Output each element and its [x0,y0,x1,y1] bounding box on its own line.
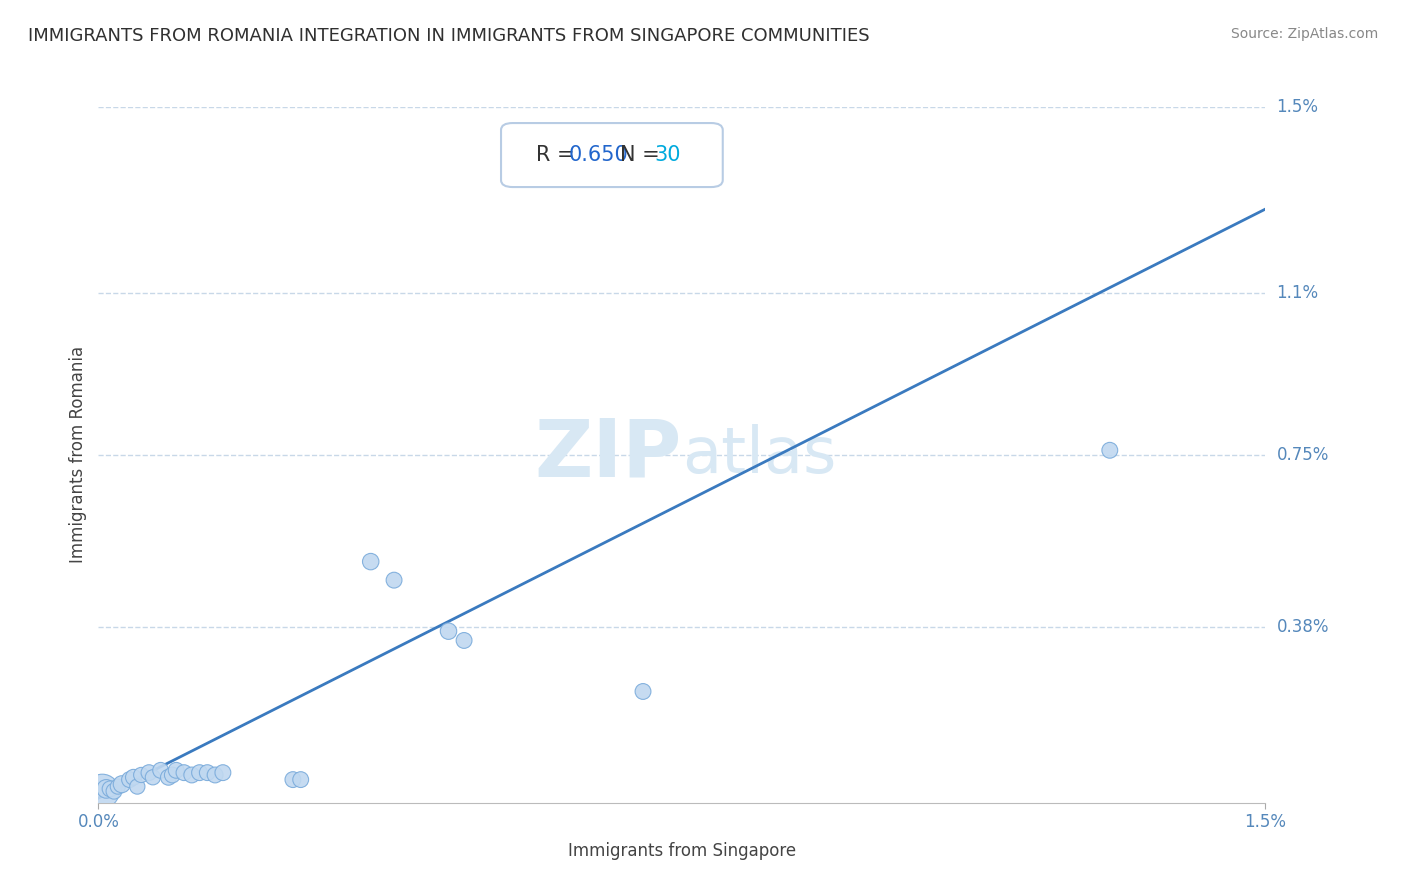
Text: 30: 30 [654,145,681,165]
Text: Source: ZipAtlas.com: Source: ZipAtlas.com [1230,27,1378,41]
Point [165,764,187,778]
Point [162,768,184,782]
Point [142,770,165,784]
Point [453,633,475,648]
Point [122,770,145,784]
Point [290,772,312,787]
Point [382,573,405,587]
Point [281,772,304,787]
Text: atlas: atlas [682,424,837,486]
Point [107,780,129,794]
Point [129,768,152,782]
Point [631,684,654,698]
Point [212,765,235,780]
Text: 0.75%: 0.75% [1277,446,1329,464]
Point [437,624,460,639]
FancyBboxPatch shape [501,123,723,187]
Point [91,784,114,798]
Point [180,768,202,782]
Text: 0.650: 0.650 [568,145,628,165]
Point [118,772,141,787]
Point [138,765,160,780]
X-axis label: Immigrants from Singapore: Immigrants from Singapore [568,842,796,860]
Text: IMMIGRANTS FROM ROMANIA INTEGRATION IN IMMIGRANTS FROM SINGAPORE COMMUNITIES: IMMIGRANTS FROM ROMANIA INTEGRATION IN I… [28,27,870,45]
Text: N =: N = [620,145,666,165]
Point [188,765,211,780]
Point [360,555,382,569]
Text: 1.1%: 1.1% [1277,284,1319,301]
Point [98,781,121,796]
Y-axis label: Immigrants from Romania: Immigrants from Romania [69,346,87,564]
Point [173,765,195,780]
Point [127,780,149,794]
Point [111,777,134,791]
Point [1098,443,1121,458]
Text: 1.5%: 1.5% [1277,98,1319,116]
Text: 0.38%: 0.38% [1277,617,1329,635]
Point [195,765,218,780]
Point [103,784,125,798]
Point [157,770,180,784]
Point [204,768,226,782]
Text: R =: R = [536,145,581,165]
Point [149,764,172,778]
Point [96,781,118,796]
Text: ZIP: ZIP [534,416,682,494]
